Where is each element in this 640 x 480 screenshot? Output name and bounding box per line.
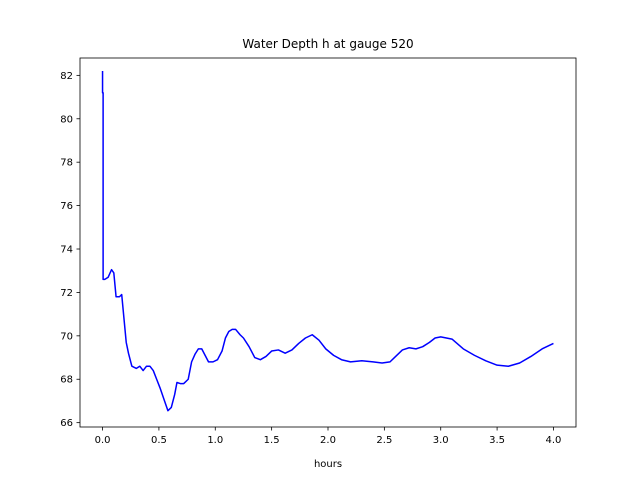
x-tick-label-8: 4.0 [546, 435, 562, 446]
y-tick-label-8: 82 [60, 71, 73, 82]
series-line-0 [101, 71, 554, 412]
y-tick-label-1: 68 [60, 375, 73, 386]
x-tick-label-7: 3.5 [489, 435, 505, 446]
y-tick-label-0: 66 [60, 418, 73, 429]
x-tick-label-1: 0.5 [151, 435, 167, 446]
chart-title: Water Depth h at gauge 520 [242, 37, 413, 51]
x-tick-label-4: 2.0 [320, 435, 336, 446]
y-tick-label-4: 74 [60, 245, 73, 256]
x-tick-label-2: 1.0 [207, 435, 223, 446]
x-axis-label: hours [314, 459, 342, 470]
x-tick-label-5: 2.5 [376, 435, 392, 446]
y-tick-label-5: 76 [60, 201, 73, 212]
y-tick-label-2: 70 [60, 331, 73, 342]
x-tick-label-3: 1.5 [264, 435, 280, 446]
y-tick-label-3: 72 [60, 288, 73, 299]
y-tick-label-6: 78 [60, 158, 73, 169]
y-tick-label-7: 80 [60, 114, 73, 125]
x-tick-label-6: 3.0 [433, 435, 449, 446]
x-tick-label-0: 0.0 [95, 435, 111, 446]
